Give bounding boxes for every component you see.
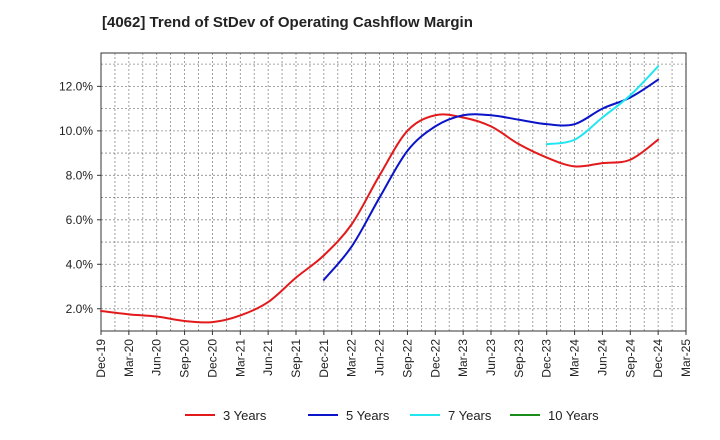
y-tick-label: 6.0% bbox=[66, 213, 94, 227]
x-tick-label: Sep-22 bbox=[400, 339, 414, 378]
x-tick-label: Sep-24 bbox=[623, 339, 637, 378]
chart-title: [4062] Trend of StDev of Operating Cashf… bbox=[102, 14, 473, 31]
y-tick-label: 8.0% bbox=[66, 168, 94, 182]
x-tick-label: Sep-20 bbox=[178, 339, 192, 378]
x-tick-label: Dec-20 bbox=[205, 339, 219, 378]
x-tick-label: Dec-19 bbox=[94, 339, 108, 378]
y-tick-label: 2.0% bbox=[66, 302, 94, 316]
x-tick-label: Jun-24 bbox=[595, 339, 609, 376]
x-tick-label: Mar-22 bbox=[345, 339, 359, 377]
series-line-7-years bbox=[545, 65, 660, 146]
x-tick-label: Jun-23 bbox=[484, 339, 498, 376]
x-tick-label: Dec-21 bbox=[317, 339, 331, 378]
y-axis: 2.0% 4.0% 6.0% 8.0% 10.0% 12.0% bbox=[59, 79, 101, 316]
y-tick-label: 12.0% bbox=[59, 79, 93, 93]
legend-label-7-years: 7 Years bbox=[448, 408, 492, 423]
plot-area-frame bbox=[100, 52, 687, 332]
x-axis: Dec-19 Mar-20 Jun-20 Sep-20 Dec-20 Mar-21 Jun-… bbox=[94, 331, 693, 378]
y-tick-label: 10.0% bbox=[59, 124, 93, 138]
grid-lines bbox=[100, 53, 687, 332]
x-tick-label: Mar-24 bbox=[568, 339, 582, 377]
x-tick-label: Dec-22 bbox=[428, 339, 442, 378]
x-tick-label: Mar-20 bbox=[122, 339, 136, 377]
series-line-5-years bbox=[322, 78, 660, 281]
x-tick-label: Dec-24 bbox=[651, 339, 665, 378]
x-tick-label: Sep-21 bbox=[289, 339, 303, 378]
x-tick-label: Mar-25 bbox=[679, 339, 693, 377]
series-lines bbox=[100, 65, 660, 324]
x-tick-label: Mar-23 bbox=[456, 339, 470, 377]
legend-label-5-years: 5 Years bbox=[346, 408, 390, 423]
y-tick-label: 4.0% bbox=[66, 257, 94, 271]
legend: 3 Years 5 Years 7 Years 10 Years bbox=[185, 408, 599, 423]
x-tick-label: Sep-23 bbox=[512, 339, 526, 378]
x-tick-label: Jun-20 bbox=[150, 339, 164, 376]
legend-label-3-years: 3 Years bbox=[223, 408, 267, 423]
x-tick-label: Mar-21 bbox=[233, 339, 247, 377]
legend-label-10-years: 10 Years bbox=[548, 408, 599, 423]
x-tick-label: Jun-21 bbox=[261, 339, 275, 376]
x-tick-label: Dec-23 bbox=[540, 339, 554, 378]
x-tick-label: Jun-22 bbox=[373, 339, 387, 376]
series-line-3-years bbox=[100, 113, 660, 324]
